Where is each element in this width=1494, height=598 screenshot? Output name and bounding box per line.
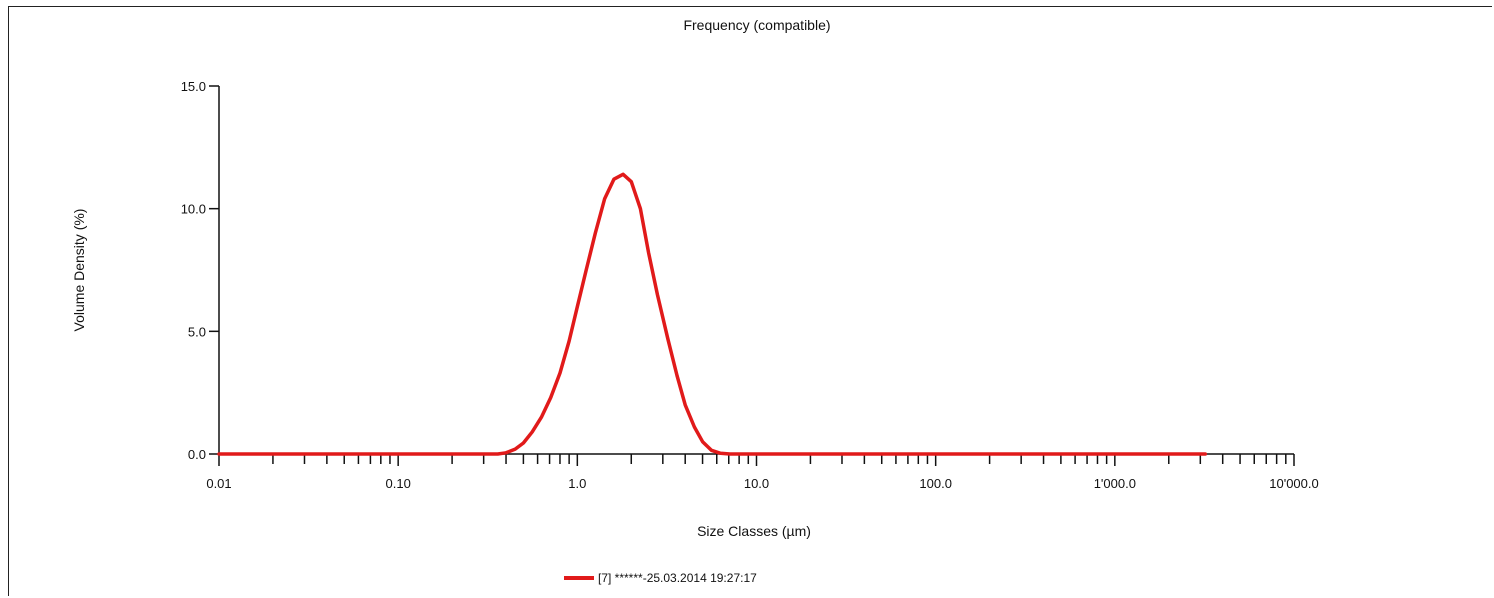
chart-frame bbox=[8, 6, 1492, 596]
data-point bbox=[747, 453, 749, 455]
y-tick-label: 15.0 bbox=[181, 79, 206, 94]
x-tick-label: 10'000.0 bbox=[1269, 476, 1318, 491]
y-tick-label: 10.0 bbox=[181, 202, 206, 217]
data-point bbox=[397, 453, 399, 455]
x-tick-label: 100.0 bbox=[919, 476, 952, 491]
data-point bbox=[684, 404, 686, 406]
data-point bbox=[719, 452, 722, 454]
data-point bbox=[729, 453, 731, 455]
data-point bbox=[1204, 453, 1206, 455]
data-point bbox=[755, 453, 758, 455]
data-point bbox=[676, 374, 678, 377]
data-point bbox=[656, 293, 659, 296]
data-point bbox=[497, 453, 499, 455]
data-point bbox=[218, 453, 220, 455]
legend: [7] ******-25.03.2014 19:27:17 bbox=[564, 571, 757, 585]
y-tick-label: 5.0 bbox=[188, 324, 206, 339]
data-point bbox=[505, 452, 507, 454]
data-point bbox=[522, 442, 524, 444]
data-point bbox=[693, 426, 695, 428]
data-point bbox=[550, 396, 552, 399]
data-point bbox=[667, 338, 669, 340]
x-tick-label: 10.0 bbox=[744, 476, 769, 491]
data-point bbox=[531, 431, 533, 433]
data-point bbox=[594, 232, 596, 234]
chart-title: Frequency (compatible) bbox=[683, 17, 830, 33]
data-point bbox=[576, 306, 578, 308]
data-point bbox=[639, 208, 642, 210]
data-point bbox=[559, 372, 561, 374]
data-point bbox=[585, 269, 587, 271]
x-axis-label: Size Classes (µm) bbox=[697, 523, 811, 539]
x-tick-label: 0.01 bbox=[206, 476, 231, 491]
x-tick-label: 1'000.0 bbox=[1094, 476, 1136, 491]
data-point bbox=[613, 178, 615, 180]
data-point bbox=[514, 448, 516, 450]
x-tick-label: 1.0 bbox=[568, 476, 586, 491]
data-point bbox=[540, 416, 542, 418]
data-point bbox=[622, 173, 624, 175]
data-point bbox=[738, 453, 740, 455]
x-tick-label: 0.10 bbox=[386, 476, 411, 491]
data-point bbox=[935, 453, 937, 455]
y-axis-label: Volume Density (%) bbox=[71, 209, 87, 332]
data-point bbox=[710, 449, 712, 451]
y-tick-label: 0.0 bbox=[188, 447, 206, 462]
plot-area bbox=[217, 172, 1208, 456]
data-point bbox=[1114, 453, 1116, 455]
axes-group: 0.0 5.0 10.0 15.0 0.01 0.10 1.0 10.0 100.0 1'000.… bbox=[181, 79, 1319, 491]
data-point bbox=[648, 252, 650, 254]
series-line bbox=[217, 172, 1208, 456]
legend-label: [7] ******-25.03.2014 19:27:17 bbox=[598, 571, 757, 585]
data-point bbox=[604, 198, 606, 200]
data-point bbox=[630, 181, 632, 183]
data-point bbox=[701, 441, 704, 443]
data-point bbox=[568, 340, 570, 342]
